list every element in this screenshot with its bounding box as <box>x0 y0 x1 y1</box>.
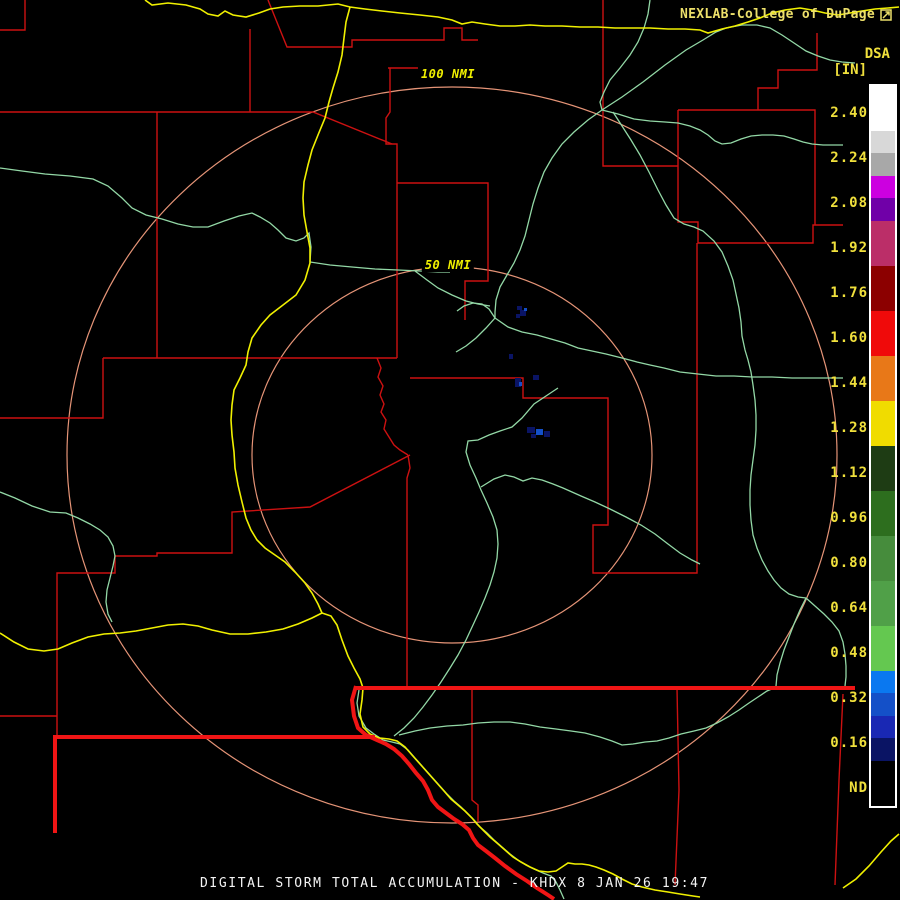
colorbar-label: 2.08 <box>830 195 868 211</box>
colorbar-segments <box>871 86 895 806</box>
colorbar-segment <box>871 446 895 491</box>
colorbar-segment <box>871 311 895 356</box>
colorbar-label: ND <box>849 780 868 796</box>
colorbar-segment <box>871 356 895 401</box>
colorbar-segment <box>871 536 895 581</box>
radar-echo <box>524 308 527 311</box>
radar-echo <box>517 306 522 310</box>
green-roads-layer <box>0 0 856 900</box>
colorbar-label: 1.76 <box>830 285 868 301</box>
colorbar-segment <box>871 86 895 131</box>
range-ring-100nmi <box>66 86 838 824</box>
product-title: DIGITAL STORM TOTAL ACCUMULATION - KHDX … <box>200 876 710 891</box>
brand-header: NEXLAB-College of DuPage <box>680 7 892 22</box>
colorbar-label: 1.60 <box>830 330 868 346</box>
state-borders-layer <box>53 685 855 900</box>
colorbar-segment <box>871 693 895 716</box>
colorbar-label: 2.24 <box>830 150 868 166</box>
colorbar-segment <box>871 738 895 761</box>
radar-echo <box>515 378 521 387</box>
colorbar-segment <box>871 761 895 806</box>
colorbar-label: 1.44 <box>830 375 868 391</box>
radar-echo <box>533 375 539 380</box>
rio-grande-border <box>349 685 556 900</box>
radar-echo <box>536 429 543 435</box>
colorbar-segment <box>871 221 895 266</box>
brand-text: NEXLAB-College of DuPage <box>679 7 875 22</box>
colorbar-segment <box>871 176 895 198</box>
colorbar-segment <box>871 401 895 446</box>
radar-echo <box>544 431 550 437</box>
range-ring-label-100nmi: 100 NMI <box>417 67 479 81</box>
colorbar-segment <box>871 626 895 671</box>
colorbar-segment <box>871 153 895 176</box>
colorbar-segment <box>871 198 895 221</box>
units-label: [IN] <box>833 62 867 78</box>
radar-echo <box>509 354 513 359</box>
colorbar-label: 1.92 <box>830 240 868 256</box>
radar-echo <box>516 314 520 318</box>
radar-echo <box>520 310 526 316</box>
colorbar-segment <box>871 671 895 693</box>
radar-echo <box>531 434 536 438</box>
colorbar-label: 1.28 <box>830 420 868 436</box>
range-rings-layer <box>66 86 838 824</box>
colorbar-label: 0.48 <box>830 645 868 661</box>
colorbar <box>869 84 897 808</box>
colorbar-label: 1.12 <box>830 465 868 481</box>
colorbar-label: 0.64 <box>830 600 868 616</box>
colorbar-segment <box>871 131 895 153</box>
colorbar-label: 0.96 <box>830 510 868 526</box>
colorbar-label: 0.32 <box>830 690 868 706</box>
county-borders-layer <box>0 0 844 886</box>
colorbar-label: 0.16 <box>830 735 868 751</box>
radar-echo <box>527 427 535 433</box>
range-ring-50nmi <box>251 266 653 644</box>
colorbar-segment <box>871 581 895 626</box>
radar-echo <box>519 382 522 386</box>
nexlab-logo-icon <box>880 8 892 21</box>
product-code-label: DSA <box>864 46 890 62</box>
colorbar-label: 2.40 <box>830 105 868 121</box>
range-ring-label-50nmi: 50 NMI <box>421 258 475 272</box>
colorbar-segment <box>871 716 895 738</box>
colorbar-segment <box>871 491 895 536</box>
colorbar-segment <box>871 266 895 311</box>
colorbar-label: 0.80 <box>830 555 868 571</box>
